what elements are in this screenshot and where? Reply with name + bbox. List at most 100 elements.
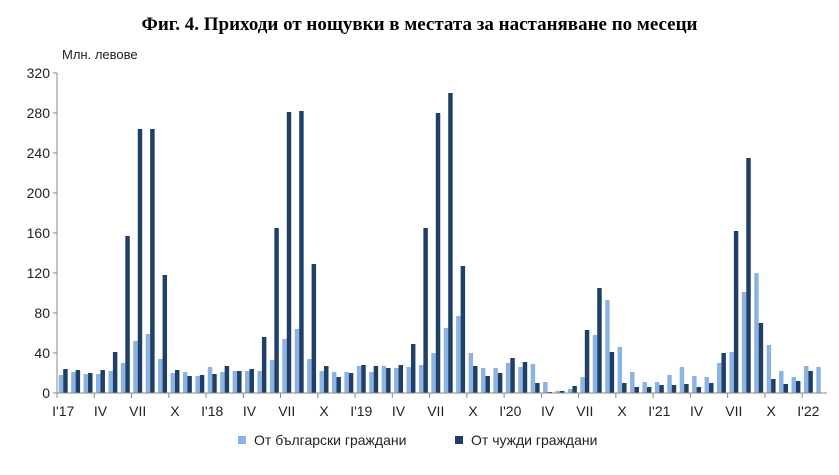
x-tick-label: IV	[690, 403, 704, 419]
bar-foreign	[386, 368, 391, 393]
bar-bulgarian	[555, 391, 560, 393]
bar-foreign	[646, 387, 652, 393]
bar-foreign	[497, 373, 503, 393]
bar-foreign	[572, 386, 577, 393]
x-tick-label: IV	[243, 403, 257, 419]
x-tick-label: I'20	[499, 403, 521, 419]
bar-foreign	[361, 365, 366, 393]
bar-bulgarian	[418, 365, 424, 393]
bar-bulgarian	[120, 363, 126, 393]
bar-foreign	[721, 353, 726, 393]
bar-foreign	[522, 362, 528, 393]
bar-foreign	[559, 391, 565, 393]
x-tick-label: I'19	[350, 403, 372, 419]
bar-foreign	[584, 330, 590, 393]
bar-foreign	[174, 370, 180, 393]
bar-bulgarian	[443, 328, 449, 393]
bar-bulgarian	[170, 373, 175, 393]
bars	[58, 93, 821, 393]
bar-foreign	[609, 352, 615, 393]
bar-foreign	[783, 384, 788, 393]
bar-bulgarian	[779, 371, 784, 393]
legend-item-foreign: От чужди граждани	[455, 432, 597, 448]
y-tick-labels: 0 40 80 120 160 200 240 280 320	[27, 65, 51, 401]
x-tick-label: X	[617, 403, 627, 419]
legend-label-bulgarian: От български граждани	[254, 432, 407, 448]
bar-foreign	[63, 369, 68, 393]
x-tick-label: I'17	[52, 403, 74, 419]
bar-foreign	[125, 236, 130, 393]
bar-bulgarian	[182, 372, 188, 393]
bar-bulgarian	[96, 374, 101, 393]
bar-bulgarian	[394, 368, 399, 393]
x-tick-label: I'21	[648, 403, 670, 419]
bar-foreign	[348, 373, 354, 393]
y-tick-label: 40	[34, 345, 50, 361]
y-tick-label: 280	[27, 105, 51, 121]
bar-bulgarian	[654, 382, 660, 393]
x-tick-label: I'18	[201, 403, 223, 419]
bar-bulgarian	[543, 382, 548, 393]
bar-bulgarian	[406, 367, 411, 393]
x-tick-label: VII	[725, 403, 742, 419]
bar-bulgarian	[58, 375, 64, 393]
bar-bulgarian	[816, 367, 821, 393]
y-tick-label: 120	[27, 265, 51, 281]
bar-foreign	[212, 374, 217, 393]
bar-bulgarian	[108, 371, 113, 393]
bar-foreign	[535, 383, 540, 393]
bar-foreign	[199, 375, 205, 393]
bar-foreign	[485, 376, 490, 393]
axes	[53, 72, 827, 398]
x-tick-label: IV	[541, 403, 555, 419]
bar-bulgarian	[567, 389, 573, 393]
bar-foreign	[460, 266, 466, 393]
bar-bulgarian	[679, 367, 685, 393]
bar-bulgarian	[319, 371, 325, 393]
bar-bulgarian	[692, 376, 697, 393]
bar-bulgarian	[257, 371, 262, 393]
bar-foreign	[150, 129, 155, 393]
bar-foreign	[808, 371, 813, 393]
y-tick-label: 240	[27, 145, 51, 161]
bar-foreign	[733, 231, 739, 393]
y-tick-label: 160	[27, 225, 51, 241]
bar-foreign	[336, 377, 341, 393]
bar-foreign	[473, 366, 478, 393]
bar-foreign	[100, 370, 105, 393]
bar-foreign	[162, 275, 168, 393]
y-tick-label: 200	[27, 185, 51, 201]
bar-foreign	[622, 383, 627, 393]
bar-bulgarian	[431, 353, 436, 393]
x-tick-label: VII	[129, 403, 146, 419]
bar-foreign	[137, 129, 143, 393]
y-tick-label: 320	[27, 65, 51, 81]
bar-foreign	[771, 379, 776, 393]
legend-swatch-foreign	[455, 436, 463, 444]
bar-bulgarian	[145, 334, 151, 393]
bar-bulgarian	[605, 300, 610, 393]
bar-bulgarian	[741, 292, 747, 393]
bar-foreign	[324, 366, 329, 393]
x-tick-labels: I'17 IV VII X I'18 IV VII X I'19 IV VII X I'20 IV VII X…	[52, 403, 820, 419]
bar-bulgarian	[83, 374, 89, 393]
x-tick-label: IV	[94, 403, 108, 419]
y-axis-label: Млн. левове	[62, 47, 138, 62]
bar-bulgarian	[71, 372, 76, 393]
bar-foreign	[88, 373, 93, 393]
bar-bulgarian	[803, 366, 809, 393]
bar-bulgarian	[369, 372, 374, 393]
bar-foreign	[274, 228, 279, 393]
bar-bulgarian	[642, 382, 647, 393]
bar-foreign	[795, 381, 801, 393]
x-tick-label: IV	[392, 403, 406, 419]
bar-foreign	[634, 387, 639, 393]
x-tick-label: VII	[427, 403, 444, 419]
bar-bulgarian	[630, 372, 635, 393]
bar-bulgarian	[294, 329, 300, 393]
bar-bulgarian	[667, 375, 672, 393]
bar-foreign	[659, 385, 664, 393]
bar-foreign	[75, 370, 81, 393]
bar-bulgarian	[207, 367, 213, 393]
bar-bulgarian	[282, 339, 287, 393]
